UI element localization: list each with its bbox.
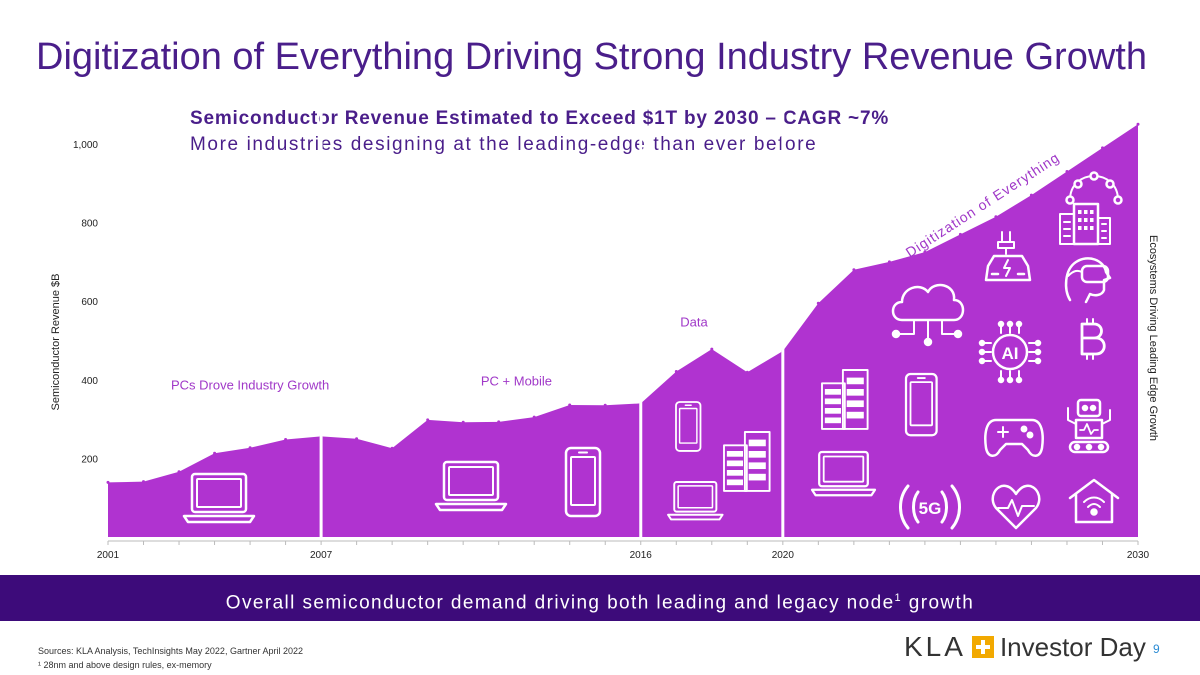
server-rack-icon <box>821 369 869 430</box>
cloud-network-icon <box>891 283 965 347</box>
data-point-2030 <box>1136 122 1140 126</box>
data-point-2029 <box>1101 146 1104 150</box>
data-point-2014 <box>568 403 572 407</box>
revenue-area-chart: 200 400 600 800 1,000 2001 2007 2016 2020 2030 PCs… <box>72 100 1150 561</box>
bitcoin-icon <box>1080 318 1106 360</box>
y-tick-label: 200 <box>81 454 98 465</box>
era-divider-2007 <box>319 100 323 545</box>
page-number: 9 <box>1153 642 1160 656</box>
data-point-2008 <box>355 437 359 441</box>
smartphone-icon <box>564 446 602 518</box>
era-label: PCs Drove Industry Growth <box>171 378 329 393</box>
smartphone-icon <box>675 401 702 452</box>
data-point-2028 <box>1065 170 1069 173</box>
x-tick-label: 2020 <box>772 550 795 561</box>
data-point-2009 <box>390 446 394 450</box>
data-point-2027 <box>1029 193 1033 197</box>
ai-chip-label: AI <box>1002 344 1019 363</box>
sources-note: Sources: KLA Analysis, TechInsights May … <box>38 646 303 656</box>
banner-text-end: growth <box>902 592 975 614</box>
heart-monitor-icon <box>991 484 1041 530</box>
data-point-2004 <box>213 451 217 455</box>
data-point-2024 <box>923 250 927 254</box>
laptop-icon <box>182 472 256 524</box>
y-tick-label: 400 <box>81 376 98 387</box>
server-rack-icon <box>723 431 771 492</box>
data-point-2025 <box>958 232 962 236</box>
y-tick-label: 800 <box>81 219 98 230</box>
data-point-2021 <box>816 301 820 305</box>
data-point-2001 <box>106 480 110 484</box>
data-point-2003 <box>177 470 181 474</box>
data-point-2011 <box>461 420 465 424</box>
iot-network-icon <box>1065 171 1123 205</box>
plus-icon <box>971 636 994 658</box>
data-point-2018 <box>710 347 714 351</box>
page-title: Digitization of Everything Driving Stron… <box>36 36 1147 78</box>
x-tick-label: 2030 <box>1127 550 1150 561</box>
era-label: PC + Mobile <box>481 374 552 389</box>
5g-label: 5G <box>919 499 942 518</box>
ai-chip-icon: AI <box>978 320 1042 384</box>
laptop-icon <box>667 481 724 521</box>
data-point-2002 <box>142 480 145 484</box>
data-point-2026 <box>994 215 998 219</box>
smart-home-icon <box>1068 478 1120 524</box>
y-tick-label: 600 <box>81 297 98 308</box>
gamepad-icon <box>984 418 1044 457</box>
chart-subtitle-secondary: More industries designing at the leading… <box>190 134 818 155</box>
logo-kla-wordmark: KLA <box>904 631 966 662</box>
banner-text: Overall semiconductor demand driving bot… <box>225 592 895 614</box>
banner-footnote-marker: 1 <box>894 592 903 604</box>
data-point-2023 <box>887 260 891 264</box>
robot-icon <box>1067 398 1111 454</box>
5g-signal-icon: 5G <box>899 484 961 530</box>
revenue-area <box>108 124 1138 538</box>
x-tick-label: 2007 <box>310 550 333 561</box>
smart-building-icon <box>1059 202 1111 246</box>
laptop-icon <box>810 450 877 497</box>
era-divider-2020 <box>781 100 785 545</box>
data-point-2017 <box>674 370 678 373</box>
logo-event-name: Investor Day <box>999 631 1146 662</box>
data-point-2005 <box>248 446 252 450</box>
data-point-2022 <box>852 268 856 272</box>
chart-subtitle: Semiconductor Revenue Estimated to Excee… <box>190 108 890 129</box>
laptop-icon <box>434 460 508 512</box>
bottom-banner: Overall semiconductor demand driving bot… <box>0 575 1200 621</box>
data-point-2010 <box>426 418 430 422</box>
data-point-2015 <box>603 403 607 407</box>
x-tick-label: 2016 <box>630 550 653 561</box>
y-tick-label: 1,000 <box>73 140 98 151</box>
kla-investor-day-logo: KLA Investor Day <box>904 630 1146 664</box>
data-point-2012 <box>497 420 501 424</box>
x-tick-label: 2001 <box>97 550 120 561</box>
data-point-2006 <box>284 438 288 441</box>
smartphone-icon <box>904 372 938 437</box>
era-divider-2016 <box>639 100 643 545</box>
era-label: Data <box>680 315 708 330</box>
footnote: ¹ 28nm and above design rules, ex-memory <box>38 660 212 670</box>
data-point-2013 <box>532 415 536 419</box>
electric-car-icon <box>984 231 1032 282</box>
data-point-2019 <box>745 370 749 374</box>
vr-headset-icon <box>1064 257 1112 304</box>
